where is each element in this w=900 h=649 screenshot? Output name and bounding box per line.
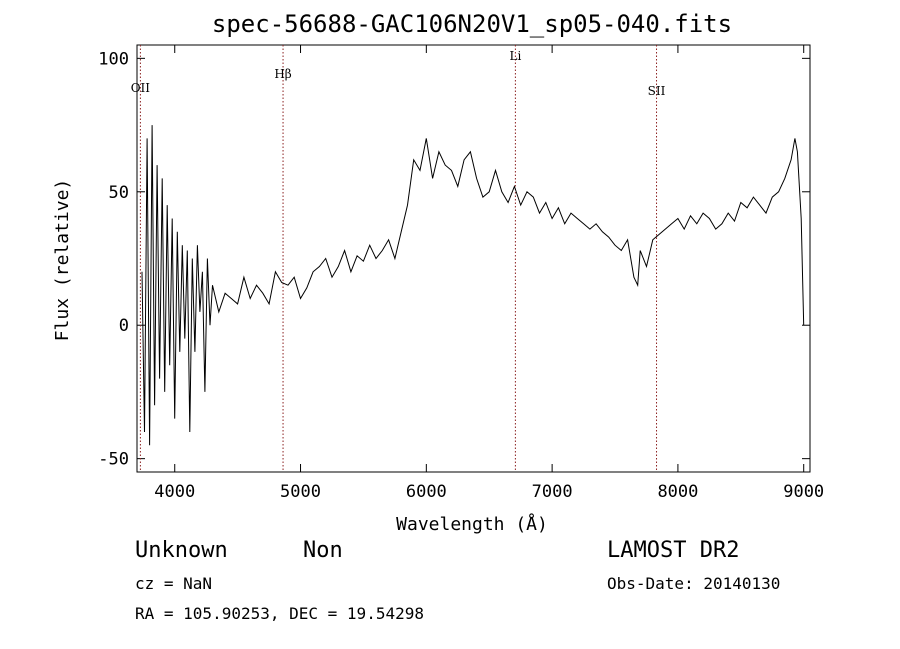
x-axis-label: Wavelength (Å) bbox=[396, 513, 548, 535]
obs-date: Obs-Date: 20140130 bbox=[607, 574, 781, 593]
x-tick-label: 5000 bbox=[280, 482, 321, 502]
x-tick-label: 4000 bbox=[154, 482, 195, 502]
emission-line-label: SII bbox=[648, 84, 666, 98]
plot-frame bbox=[136, 44, 811, 473]
x-tick-label: 7000 bbox=[532, 482, 573, 502]
survey-name: LAMOST DR2 bbox=[607, 538, 740, 563]
emission-lines: OII Hβ Li SII bbox=[131, 45, 666, 472]
axis-ticks: 4000 5000 6000 7000 8000 9000 -50 0 50 100 bbox=[98, 45, 824, 502]
x-tick-label: 8000 bbox=[657, 482, 698, 502]
coordinates: RA = 105.90253, DEC = 19.54298 bbox=[135, 604, 424, 623]
emission-line-label: Hβ bbox=[274, 67, 291, 81]
y-tick-label: 0 bbox=[119, 316, 129, 336]
object-class: Unknown bbox=[135, 538, 228, 563]
x-tick-label: 9000 bbox=[783, 482, 824, 502]
y-tick-label: 50 bbox=[109, 183, 129, 203]
redshift-value: cz = NaN bbox=[135, 574, 213, 593]
chart-title: spec-56688-GAC106N20V1_sp05-040.fits bbox=[212, 10, 732, 38]
y-tick-label: 100 bbox=[98, 49, 129, 69]
x-tick-label: 6000 bbox=[406, 482, 447, 502]
y-axis-label: Flux (relative) bbox=[52, 179, 73, 342]
emission-line-label: Li bbox=[509, 49, 521, 63]
spectrum-line bbox=[141, 125, 805, 446]
y-tick-label: -50 bbox=[98, 450, 129, 470]
object-subclass: Non bbox=[303, 538, 343, 563]
emission-line-label: OII bbox=[131, 81, 151, 95]
